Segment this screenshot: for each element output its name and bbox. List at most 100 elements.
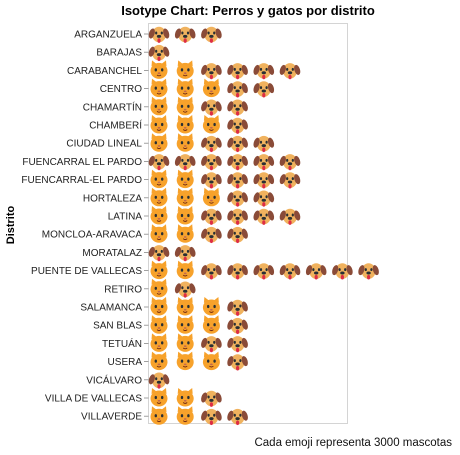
- dog-icon: [226, 154, 250, 171]
- y-tick-label: BARAJAS: [96, 48, 142, 59]
- dog-icon: [199, 172, 223, 189]
- y-tick-label: PUENTE DE VALLECAS: [31, 266, 142, 277]
- dog-icon: [226, 99, 250, 116]
- cat-icon: [176, 260, 195, 280]
- cat-icon: [176, 59, 195, 80]
- cat-icon: [176, 132, 195, 153]
- dog-icon: [252, 190, 276, 207]
- y-tick-label: CIUDAD LINEAL: [66, 139, 142, 150]
- dog-icon: [199, 390, 223, 407]
- cat-icon: [150, 296, 168, 316]
- y-tick-label: VILLAVERDE: [81, 412, 142, 423]
- dog-icon: [226, 190, 250, 207]
- dog-icon: [226, 117, 250, 134]
- dog-icon: [147, 26, 171, 43]
- dog-icon: [252, 63, 276, 80]
- dog-icon: [226, 172, 250, 189]
- dog-icon: [147, 372, 171, 389]
- cat-icon: [176, 387, 195, 407]
- dog-icon: [226, 317, 250, 335]
- y-tick-label: SAN BLAS: [93, 321, 142, 332]
- cat-icon: [176, 332, 195, 353]
- dog-icon: [226, 299, 250, 316]
- dog-icon: [278, 154, 302, 171]
- dog-icon: [173, 281, 197, 298]
- dog-icon: [226, 336, 250, 353]
- cat-icon: [150, 278, 168, 298]
- cat-icon: [150, 59, 168, 80]
- dog-icon: [252, 172, 276, 189]
- y-tick-label: USERA: [108, 357, 143, 368]
- dog-icon: [252, 263, 276, 280]
- dog-icon: [278, 263, 302, 280]
- cat-icon: [176, 78, 195, 98]
- chart-title: Isotype Chart: Perros y gatos por distri…: [121, 3, 375, 18]
- y-tick-label: CHAMARTÍN: [83, 100, 142, 113]
- y-tick-label: FUENCARRAL EL PARDO: [22, 157, 142, 168]
- dog-icon: [226, 408, 250, 426]
- cat-icon: [202, 187, 221, 207]
- dog-icon: [304, 263, 328, 280]
- cat-icon: [150, 314, 168, 335]
- dog-icon: [278, 63, 302, 80]
- y-tick-label: HORTALEZA: [83, 193, 142, 204]
- dog-icon: [199, 208, 223, 225]
- dog-icon: [226, 226, 250, 244]
- dog-icon: [147, 154, 171, 171]
- cat-icon: [176, 187, 195, 207]
- dog-icon: [173, 245, 197, 262]
- cat-icon: [176, 114, 195, 134]
- cat-icon: [150, 260, 168, 280]
- y-tick-label: FUENCARRAL-EL PARDO: [21, 175, 142, 186]
- dog-icon: [226, 263, 250, 280]
- y-tick-label: ARGANZUELA: [74, 30, 142, 41]
- y-tick-label: VILLA DE VALLECAS: [45, 394, 142, 405]
- cat-icon: [150, 78, 168, 98]
- dog-icon: [173, 154, 197, 171]
- cat-icon: [202, 114, 221, 134]
- dog-icon: [226, 354, 250, 371]
- dog-icon: [199, 135, 223, 153]
- dog-icon: [199, 336, 223, 353]
- dog-icon: [226, 81, 250, 98]
- y-tick-label: SALAMANCA: [80, 303, 142, 314]
- y-tick-label: MONCLOA-ARAVACA: [42, 230, 143, 241]
- dog-icon: [357, 263, 381, 280]
- icon-grid: [147, 26, 381, 426]
- dog-icon: [226, 63, 250, 80]
- dog-icon: [278, 208, 302, 225]
- cat-icon: [150, 387, 168, 407]
- cat-icon: [150, 205, 168, 225]
- cat-icon: [150, 114, 168, 134]
- dog-icon: [278, 172, 302, 189]
- y-tick-label: RETIRO: [104, 284, 142, 295]
- dog-icon: [199, 26, 223, 43]
- cat-icon: [150, 96, 168, 116]
- dog-icon: [199, 263, 223, 280]
- cat-icon: [176, 169, 195, 189]
- y-tick-label: CENTRO: [100, 84, 142, 95]
- plot-frame: [148, 23, 348, 424]
- dog-icon: [252, 154, 276, 171]
- cat-icon: [150, 351, 168, 371]
- dog-icon: [173, 26, 197, 43]
- y-tick-label: VICÁLVARO: [86, 373, 142, 386]
- dog-icon: [199, 408, 223, 426]
- dog-icon: [199, 154, 223, 171]
- cat-icon: [176, 205, 195, 225]
- dog-icon: [147, 44, 171, 62]
- y-tick-label: MORATALAZ: [82, 248, 142, 259]
- y-axis-title: Distrito: [5, 205, 17, 244]
- cat-icon: [176, 223, 195, 244]
- cat-icon: [150, 332, 168, 353]
- cat-icon: [150, 169, 168, 189]
- y-tick-label: TETUÁN: [102, 337, 142, 350]
- y-tick-label: CARABANCHEL: [67, 66, 142, 77]
- cat-icon: [176, 351, 195, 371]
- dog-icon: [147, 245, 171, 262]
- dog-icon: [252, 208, 276, 225]
- dog-icon: [252, 135, 276, 153]
- cat-icon: [202, 296, 221, 316]
- dog-icon: [226, 135, 250, 153]
- y-axis-tick-labels: ARGANZUELA BARAJAS CARABANCHEL CENTRO CHAMAR…: [21, 30, 149, 423]
